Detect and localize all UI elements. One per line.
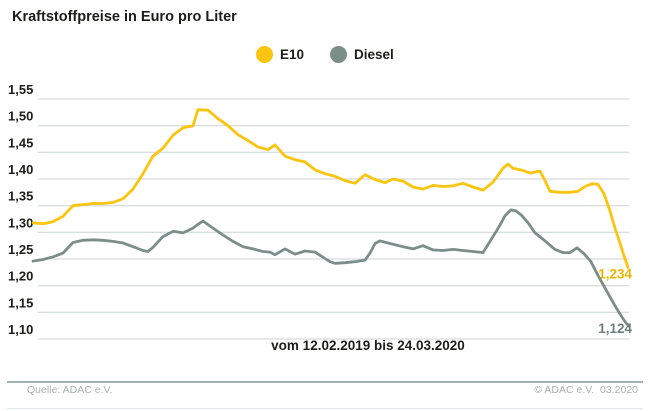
y-tick-label: 1,35 xyxy=(8,189,33,204)
y-tick-label: 1,55 xyxy=(8,82,33,97)
page-title: Kraftstoffpreise in Euro pro Liter xyxy=(12,9,237,25)
y-tick-label: 1,20 xyxy=(8,269,33,284)
diesel-color-dot-icon xyxy=(330,46,348,63)
legend: E10 Diesel xyxy=(256,46,394,63)
e10-color-dot-icon xyxy=(256,46,273,63)
series-line-diesel xyxy=(31,208,631,328)
end-value-label-e10: 1,234 xyxy=(598,267,632,282)
footer-separator xyxy=(7,381,643,383)
legend-label-diesel: Diesel xyxy=(354,47,394,62)
legend-label-e10: E10 xyxy=(280,47,305,62)
y-tick-label: 1,40 xyxy=(8,162,33,177)
legend-item-diesel: Diesel xyxy=(330,46,394,63)
y-tick-label: 1,30 xyxy=(8,215,33,230)
legend-item-e10: E10 xyxy=(256,46,304,63)
series-line-e10 xyxy=(31,108,630,269)
copyright-label: © ADAC e.V. 03.2020 xyxy=(534,384,638,396)
y-tick-label: 1,25 xyxy=(8,242,33,257)
y-tick-label: 1,45 xyxy=(8,135,33,150)
source-label: Quelle: ADAC e.V. xyxy=(27,384,113,396)
bottom-border xyxy=(7,408,643,409)
y-tick-label: 1,15 xyxy=(8,295,33,310)
y-tick-label: 1,10 xyxy=(8,322,33,337)
x-axis-caption: vom 12.02.2019 bis 24.03.2020 xyxy=(271,338,465,353)
end-value-label-diesel: 1,124 xyxy=(598,321,632,336)
y-tick-label: 1,50 xyxy=(8,109,33,124)
